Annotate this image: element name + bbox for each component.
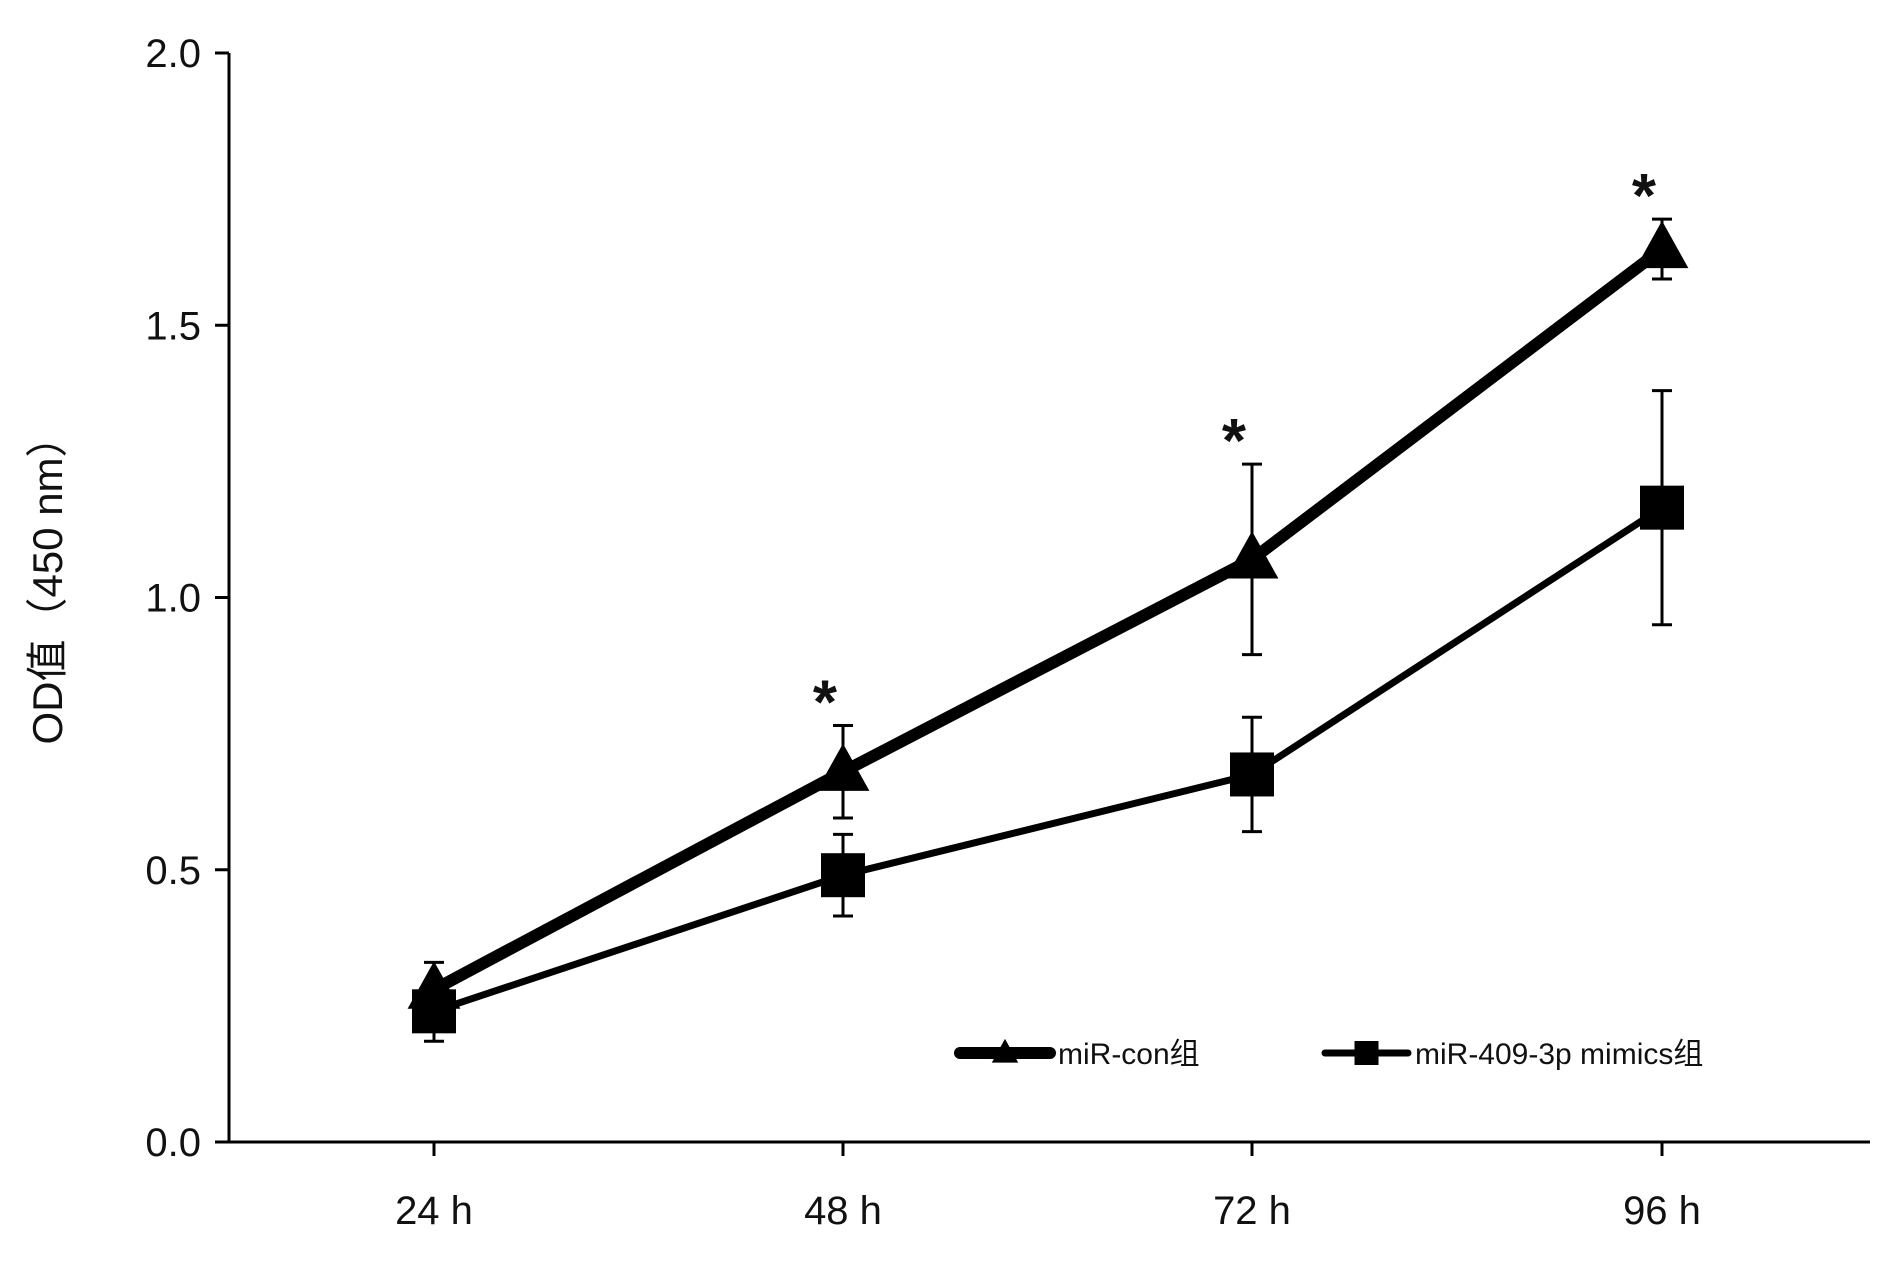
x-ticks: 24 h 48 h 72 h 96 h <box>395 1142 1701 1233</box>
data-point <box>1635 220 1689 269</box>
y-tick-label: 2.0 <box>145 32 201 76</box>
x-tick-label: 24 h <box>395 1189 473 1233</box>
y-tick-label: 1.5 <box>145 304 201 348</box>
series-line <box>430 504 1666 1015</box>
y-tick-label: 0.0 <box>145 1121 201 1165</box>
significance-label: * <box>1222 407 1247 476</box>
legend-label: miR-409-3p mimics组 <box>1415 1038 1703 1071</box>
series-mir-con: * * * <box>407 162 1689 1019</box>
data-point <box>821 853 865 898</box>
series-layer: * * * <box>407 162 1689 1043</box>
x-tick-label: 72 h <box>1213 1189 1291 1233</box>
legend-item: miR-409-3p mimics组 <box>1321 1038 1703 1071</box>
data-point <box>1230 752 1274 797</box>
y-ticks: 0.0 0.5 1.0 1.5 2.0 <box>145 32 229 1165</box>
data-point <box>1640 485 1684 530</box>
axes <box>227 53 1870 1144</box>
y-axis-title: OD值（450 nm） <box>24 415 71 744</box>
data-point <box>816 743 870 791</box>
significance-label: * <box>813 668 838 737</box>
legend-item: miR-con组 <box>954 1038 1200 1071</box>
data-point <box>407 961 461 1009</box>
significance-label: * <box>1632 162 1657 231</box>
data-point <box>1225 531 1279 579</box>
x-tick-label: 48 h <box>804 1189 882 1233</box>
y-tick-label: 1.0 <box>145 577 201 621</box>
series-line <box>428 243 1668 996</box>
legend-triangle-marker <box>991 1038 1019 1063</box>
legend-label: miR-con组 <box>1058 1038 1200 1071</box>
y-tick-label: 0.5 <box>145 849 201 893</box>
x-tick-label: 96 h <box>1623 1189 1701 1233</box>
legend: miR-con组 miR-409-3p mimics组 <box>954 1038 1703 1071</box>
series-mir-409-3p-mimics <box>412 389 1684 1043</box>
legend-square-marker <box>1354 1041 1379 1065</box>
